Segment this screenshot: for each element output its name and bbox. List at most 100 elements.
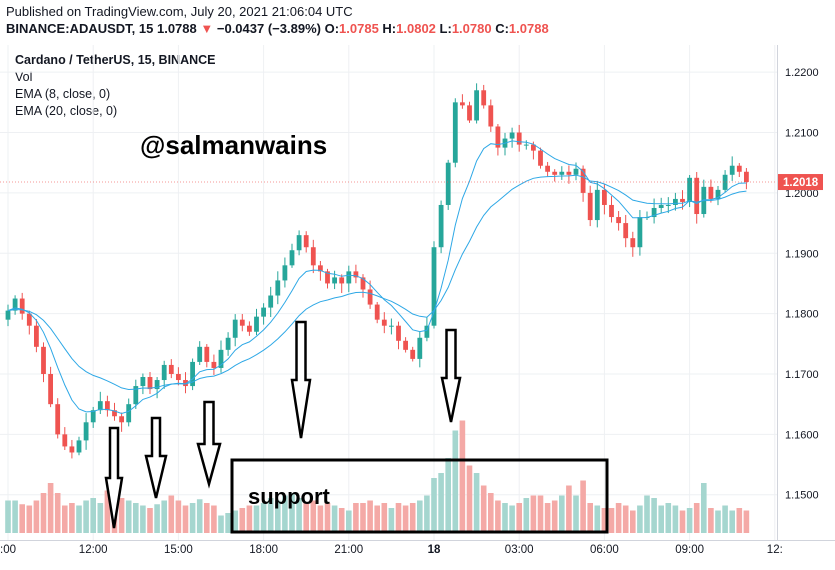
candle-body — [126, 404, 132, 423]
volume-bar — [701, 483, 707, 533]
price-tick-label: 1.1800 — [785, 309, 819, 321]
last-price: 1.0788 — [156, 21, 197, 36]
volume-bar — [275, 500, 281, 533]
candle-body — [83, 422, 89, 441]
volume-bar — [630, 510, 636, 533]
candle-body — [34, 325, 39, 347]
down-arrow-annotations — [104, 320, 462, 529]
candle-body — [566, 171, 572, 175]
volume-bar — [90, 498, 96, 533]
volume-bar — [559, 495, 565, 533]
volume-bar — [431, 478, 437, 533]
candle-body — [552, 171, 558, 175]
volume-bar — [189, 503, 196, 533]
candlesticks — [5, 83, 749, 459]
candle-body — [658, 204, 664, 208]
candle-body — [161, 364, 167, 381]
time-tick-label: 09:00 — [675, 544, 704, 556]
volume-bar — [118, 498, 125, 533]
volume-bar — [708, 508, 714, 533]
current-price-label: 1.2018 — [783, 177, 819, 189]
volume-bars — [5, 420, 750, 533]
time-tick-label: :00 — [0, 544, 16, 556]
candle-body — [694, 177, 700, 215]
candle-body — [268, 295, 274, 308]
candle-body — [119, 416, 124, 423]
volume-bar — [573, 495, 579, 533]
candle-body — [616, 217, 621, 224]
open-value: 1.0785 — [339, 21, 379, 36]
candle-body — [545, 165, 550, 172]
candle-body — [62, 434, 68, 447]
volume-bar — [246, 505, 253, 533]
volume-bar — [381, 503, 388, 533]
candle-body — [296, 235, 302, 251]
time-tick-label: 12:00 — [79, 544, 108, 556]
candle-body — [744, 171, 749, 183]
volume-bar — [580, 480, 586, 533]
volume-bar — [125, 500, 132, 533]
candle-body — [275, 280, 281, 296]
volume-bar — [253, 505, 260, 533]
candle-body — [431, 247, 437, 326]
symbol-label: BINANCE:ADAUSDT, 15 — [6, 21, 154, 36]
candle-body — [147, 377, 153, 390]
candle-body — [637, 217, 643, 248]
price-change: −0.0437 (−3.89%) — [216, 21, 321, 36]
candle-body — [353, 271, 359, 278]
legend-ema20[interactable]: EMA (20, close, 0) — [15, 104, 118, 118]
candle-body — [495, 126, 501, 148]
volume-bar — [5, 500, 11, 533]
candle-body — [381, 319, 387, 326]
volume-bar — [289, 493, 295, 533]
candle-body — [261, 307, 266, 317]
volume-bar — [388, 508, 395, 533]
candle-body — [69, 446, 75, 453]
candle-body — [403, 340, 408, 350]
volume-bar — [480, 485, 487, 533]
candle-body — [105, 401, 110, 411]
candle-body — [687, 177, 692, 202]
candle-body — [183, 380, 188, 387]
volume-bar — [168, 495, 175, 533]
volume-bar — [33, 500, 40, 533]
candle-body — [587, 192, 593, 221]
volume-bar — [346, 510, 352, 533]
candle-body — [76, 440, 82, 453]
volume-bar — [367, 500, 373, 533]
volume-bar — [459, 420, 466, 533]
candle-body — [488, 105, 494, 127]
legend-vol[interactable]: Vol — [15, 70, 33, 84]
volume-bar — [551, 500, 558, 533]
volume-bar — [587, 503, 593, 533]
candle-body — [339, 277, 345, 284]
volume-bar — [509, 505, 515, 533]
volume-bar — [218, 515, 224, 533]
volume-bar — [516, 503, 522, 533]
volume-bar — [679, 510, 686, 533]
down-arrow-icon — [144, 416, 168, 499]
candle-body — [665, 204, 671, 206]
volume-bar — [303, 503, 309, 533]
candle-body — [594, 189, 600, 221]
volume-bar — [267, 498, 274, 533]
volume-bar — [686, 508, 693, 533]
volume-bar — [54, 493, 61, 533]
candle-body — [303, 235, 309, 248]
candle-body — [197, 346, 203, 362]
volume-bar — [182, 505, 189, 533]
legend-ema8[interactable]: EMA (8, close, 0) — [15, 87, 111, 101]
candle-body — [573, 168, 579, 175]
volume-bar — [338, 508, 345, 533]
candle-body — [310, 247, 316, 266]
candle-body — [523, 144, 529, 146]
candle-body — [282, 265, 288, 281]
candle-body — [55, 404, 61, 435]
volume-bar — [466, 465, 473, 533]
candle-body — [48, 373, 53, 405]
candle-body — [204, 346, 210, 362]
candle-body — [467, 105, 472, 121]
candle-body — [332, 277, 337, 284]
candle-body — [474, 90, 479, 121]
